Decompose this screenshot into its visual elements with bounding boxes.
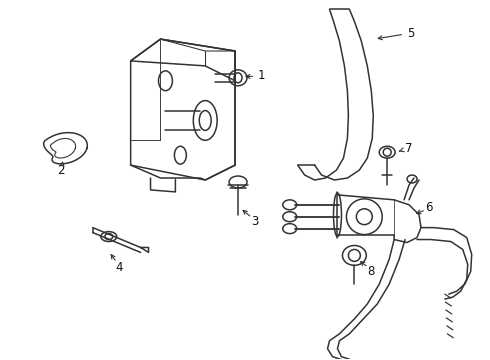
Text: 3: 3 [251, 215, 259, 228]
Text: 5: 5 [378, 27, 415, 40]
Text: 1: 1 [246, 69, 266, 82]
Text: 6: 6 [425, 201, 433, 214]
Text: 4: 4 [115, 261, 122, 274]
Text: 7: 7 [399, 142, 413, 155]
Text: 2: 2 [57, 163, 65, 176]
Text: 8: 8 [368, 265, 375, 278]
